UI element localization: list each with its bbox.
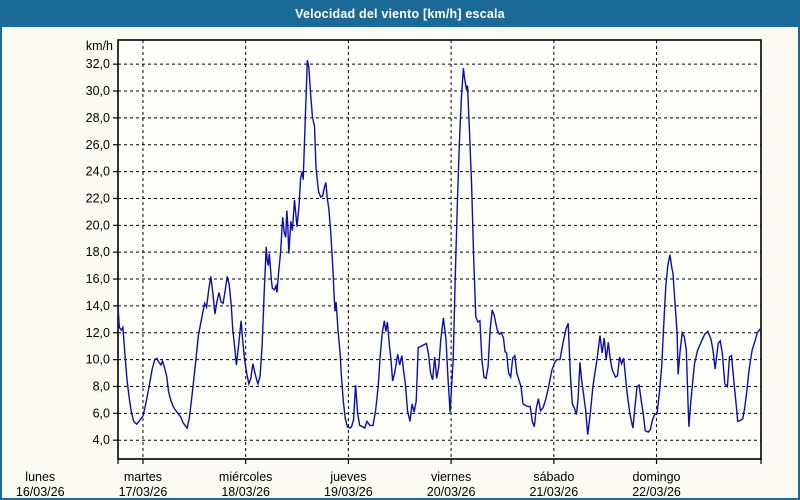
y-tick-label: 30,0: [86, 84, 110, 98]
y-tick-label: 6,0: [93, 406, 110, 420]
y-tick-label: 22,0: [86, 191, 110, 205]
x-date-label: 22/03/26: [632, 485, 681, 499]
x-day-label: martes: [124, 470, 162, 484]
y-tick-label: 14,0: [86, 299, 110, 313]
y-tick-label: 20,0: [86, 218, 110, 232]
plot-background: [118, 40, 761, 459]
y-tick-label: 4,0: [93, 433, 110, 447]
x-date-label: 21/03/26: [529, 485, 578, 499]
x-day-label: miércoles: [219, 470, 273, 484]
y-tick-label: 10,0: [86, 353, 110, 367]
y-tick-label: 16,0: [86, 272, 110, 286]
x-day-label: viernes: [431, 470, 471, 484]
chart-title-bar: Velocidad del viento [km/h] escala: [2, 2, 798, 27]
y-tick-label: 26,0: [86, 138, 110, 152]
x-date-label: 18/03/26: [221, 485, 270, 499]
y-tick-label: 32,0: [86, 57, 110, 71]
y-axis-unit-label: km/h: [86, 39, 113, 53]
y-tick-label: 8,0: [93, 379, 110, 393]
x-day-label: jueves: [329, 470, 366, 484]
chart-title: Velocidad del viento [km/h] escala: [295, 7, 505, 21]
x-date-label: 17/03/26: [119, 485, 168, 499]
x-date-label: 16/03/26: [16, 485, 65, 499]
y-tick-label: 24,0: [86, 165, 110, 179]
x-date-label: 20/03/26: [427, 485, 476, 499]
y-tick-label: 28,0: [86, 111, 110, 125]
wind-speed-series-line: [117, 59, 761, 435]
x-day-label: lunes: [25, 470, 55, 484]
x-date-label: 19/03/26: [324, 485, 373, 499]
y-tick-label: 18,0: [86, 245, 110, 259]
plot-border: [117, 39, 762, 460]
x-day-label: sábado: [533, 470, 574, 484]
y-tick-label: 12,0: [86, 326, 110, 340]
x-day-label: domingo: [633, 470, 681, 484]
